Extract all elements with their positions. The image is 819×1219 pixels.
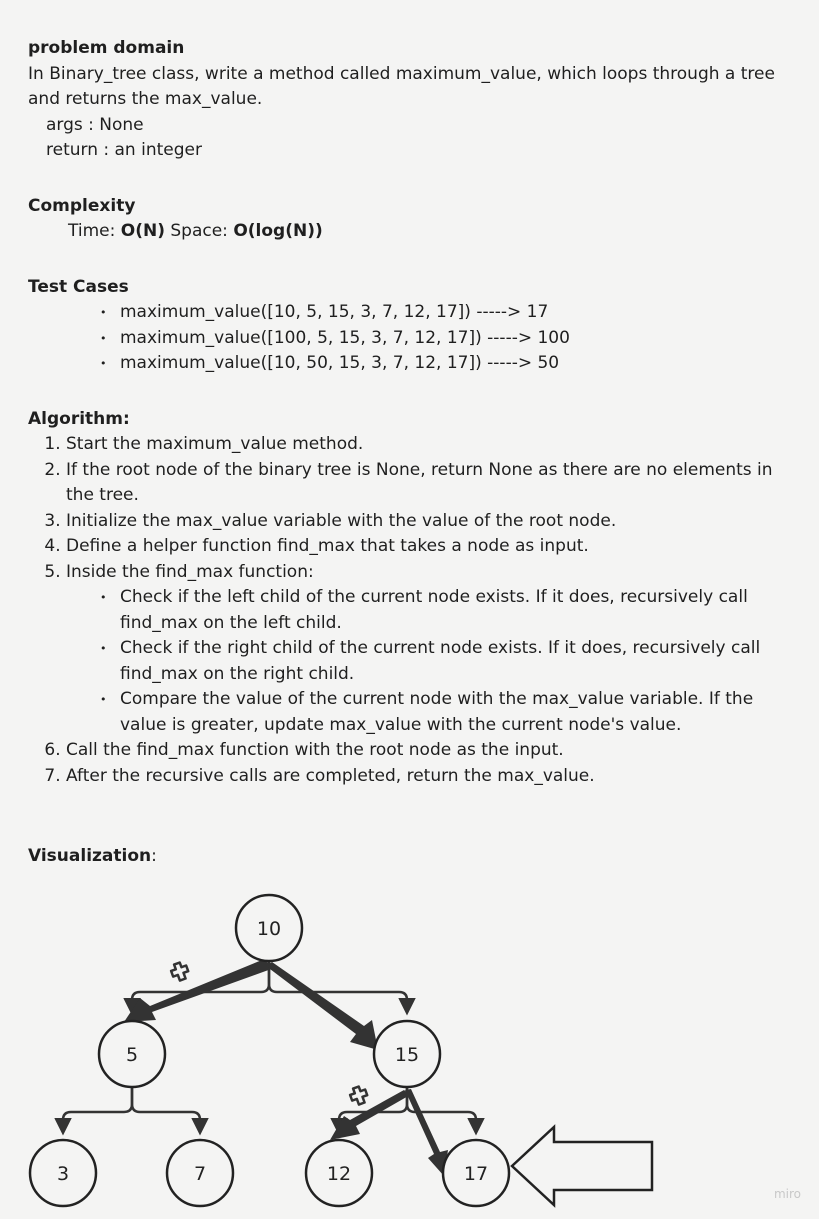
algorithm-step: Inside the find_max function: Check if t… xyxy=(66,560,798,739)
result-arrow-icon xyxy=(510,1124,654,1208)
edge-10-15 xyxy=(267,962,416,1016)
visualization-heading: Visualization: xyxy=(28,846,157,866)
algorithm-step: Call the find_max function with the root… xyxy=(66,738,798,764)
algorithm-substep: Check if the left child of the current n… xyxy=(100,585,798,636)
tree-node: 5 xyxy=(97,1019,167,1089)
traversal-arrow-10-15 xyxy=(266,962,378,1050)
test-case-item: maximum_value([100, 5, 15, 3, 7, 12, 17]… xyxy=(100,326,798,352)
algorithm-step: Define a helper function find_max that t… xyxy=(66,534,798,560)
time-label: Time: xyxy=(68,221,116,241)
problem-return: return : an integer xyxy=(46,140,202,160)
algorithm-step: Start the maximum_value method. xyxy=(66,432,798,458)
test-case-list: maximum_value([10, 5, 15, 3, 7, 12, 17])… xyxy=(28,300,798,377)
space-label: Space: xyxy=(170,221,228,241)
tree-node: 17 xyxy=(441,1138,511,1208)
tree-node: 7 xyxy=(165,1138,235,1208)
complexity-line: Time: O(N) Space: O(log(N)) xyxy=(28,219,798,245)
problem-text: In Binary_tree class, write a method cal… xyxy=(28,63,775,110)
puzzle-icon xyxy=(348,1085,369,1106)
tests-heading: Test Cases xyxy=(28,276,129,297)
document-body: problem domain In Binary_tree class, wri… xyxy=(28,36,798,870)
test-case-item: maximum_value([10, 50, 15, 3, 7, 12, 17]… xyxy=(100,351,798,377)
problem-heading: problem domain xyxy=(28,38,185,58)
puzzle-icon xyxy=(169,961,190,982)
traversal-arrow-15-12 xyxy=(330,1090,410,1140)
problem-args: args : None xyxy=(46,114,144,135)
node-label: 17 xyxy=(464,1163,488,1185)
algorithm-substep: Check if the right child of the current … xyxy=(100,636,798,687)
algorithm-substep: Compare the value of the current node wi… xyxy=(100,687,798,738)
complexity-heading: Complexity xyxy=(28,195,136,216)
tree-node: 15 xyxy=(372,1019,442,1089)
algorithm-step: If the root node of the binary tree is N… xyxy=(66,458,798,509)
node-label: 3 xyxy=(57,1163,69,1185)
edge-15-17 xyxy=(405,1088,485,1136)
time-value: O(N) xyxy=(120,221,165,241)
algorithm-heading: Algorithm: xyxy=(28,408,130,429)
tree-diagram: 10 5 15 3 7 12 17 xyxy=(28,893,654,1208)
node-label: 12 xyxy=(327,1163,351,1185)
tree-node: 3 xyxy=(28,1138,98,1208)
traversal-arrow-10-5 xyxy=(124,960,274,1022)
tree-node: 12 xyxy=(304,1138,374,1208)
algorithm-substeps: Check if the left child of the current n… xyxy=(66,585,798,738)
node-label: 7 xyxy=(194,1163,206,1185)
algorithm-step: Initialize the max_value variable with t… xyxy=(66,509,798,535)
node-label: 5 xyxy=(126,1044,138,1066)
traversal-arrow-15-17 xyxy=(405,1089,448,1176)
node-label: 15 xyxy=(395,1044,419,1066)
space-value: O(log(N)) xyxy=(233,221,323,241)
algorithm-step-text: Inside the find_max function: xyxy=(66,561,314,582)
edge-5-7 xyxy=(130,1088,209,1136)
node-label: 10 xyxy=(257,918,281,940)
test-case-item: maximum_value([10, 5, 15, 3, 7, 12, 17])… xyxy=(100,300,798,326)
edge-5-3 xyxy=(54,1088,134,1136)
miro-watermark: miro xyxy=(773,1187,801,1201)
algorithm-steps: Start the maximum_value method. If the r… xyxy=(28,432,798,789)
algorithm-step: After the recursive calls are completed,… xyxy=(66,764,798,790)
tree-node: 10 xyxy=(234,893,304,963)
